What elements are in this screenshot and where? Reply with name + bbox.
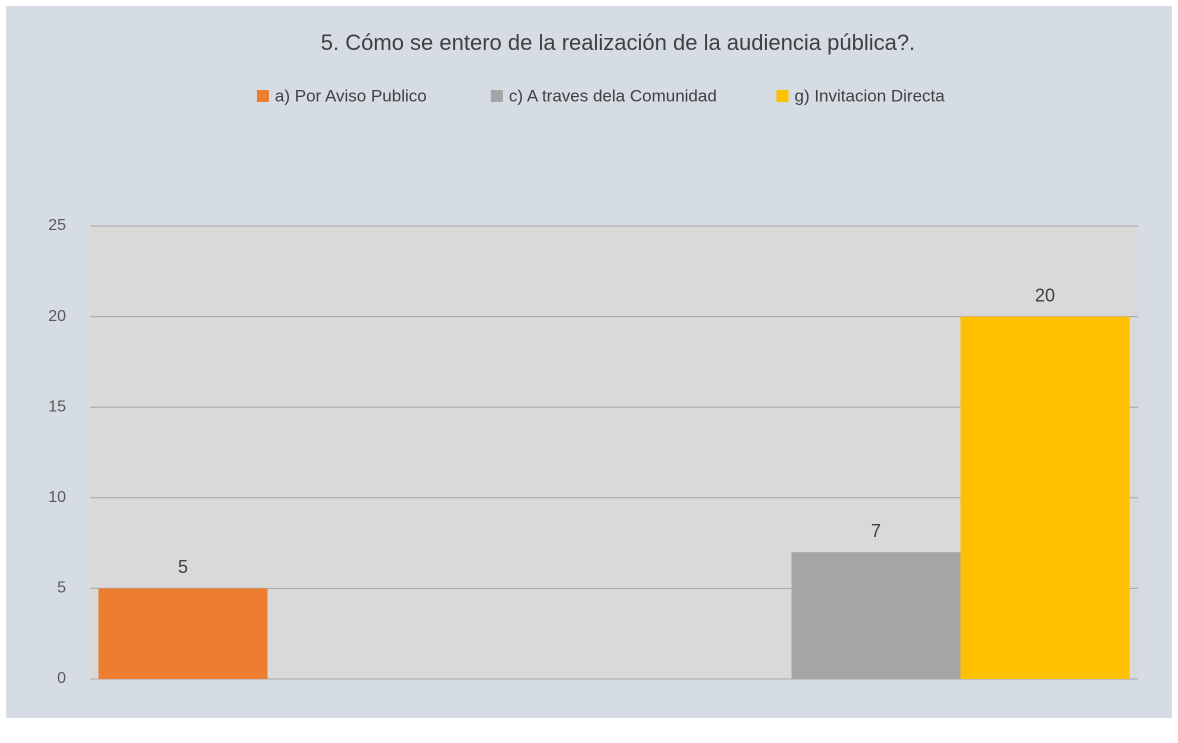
legend-swatch <box>490 90 503 102</box>
y-tick-label: 0 <box>57 670 66 687</box>
legend-swatch <box>256 90 269 102</box>
data-label: 20 <box>1035 285 1055 305</box>
data-label: 5 <box>178 557 188 577</box>
legend-swatch <box>776 90 789 102</box>
y-tick-label: 20 <box>48 308 66 325</box>
legend-label: g) Invitacion Directa <box>795 86 946 105</box>
y-tick-label: 25 <box>48 217 66 234</box>
bar <box>960 316 1130 679</box>
bar <box>98 588 268 679</box>
data-label: 7 <box>871 521 881 541</box>
y-tick-label: 15 <box>48 398 66 415</box>
y-tick-label: 5 <box>57 580 66 597</box>
y-tick-label: 10 <box>48 489 66 506</box>
legend-label: a) Por Aviso Publico <box>275 86 427 105</box>
chart-title: 5. Cómo se entero de la realización de l… <box>321 30 915 55</box>
bar <box>791 552 961 679</box>
legend-label: c) A traves dela Comunidad <box>509 86 717 105</box>
